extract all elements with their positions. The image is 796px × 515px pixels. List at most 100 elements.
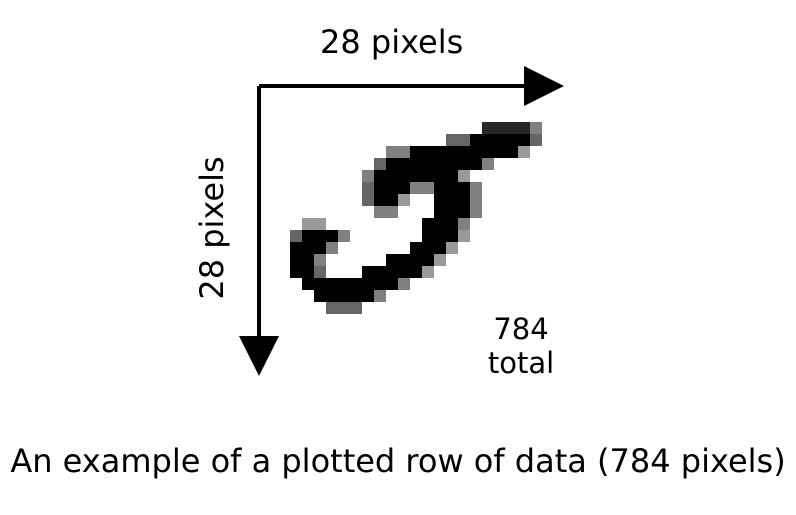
digit-pixel	[458, 182, 470, 194]
digit-pixel	[446, 146, 458, 158]
digit-pixel	[338, 290, 350, 302]
digit-pixel	[386, 146, 398, 158]
digit-pixel	[314, 278, 326, 290]
digit-pixel	[362, 278, 374, 290]
digit-pixel	[290, 230, 302, 242]
digit-pixel	[422, 254, 434, 266]
digit-pixel	[482, 122, 494, 134]
digit-pixel	[530, 134, 542, 146]
digit-pixel	[482, 134, 494, 146]
digit-pixel	[506, 134, 518, 146]
digit-pixel	[410, 266, 422, 278]
digit-pixel	[506, 146, 518, 158]
digit-pixel	[458, 146, 470, 158]
digit-pixel	[458, 134, 470, 146]
digit-pixel	[470, 158, 482, 170]
digit-pixel	[398, 182, 410, 194]
digit-pixel	[302, 266, 314, 278]
digit-pixel	[494, 146, 506, 158]
digit-pixel	[386, 254, 398, 266]
digit-pixel	[386, 194, 398, 206]
digit-pixel	[422, 146, 434, 158]
digit-pixel	[410, 242, 422, 254]
digit-pixel	[458, 194, 470, 206]
digit-pixel	[422, 242, 434, 254]
digit-pixel	[482, 158, 494, 170]
digit-pixel	[290, 242, 302, 254]
digit-pixel	[326, 302, 338, 314]
digit-pixel	[314, 242, 326, 254]
digit-pixel	[302, 278, 314, 290]
figure-caption: An example of a plotted row of data (784…	[10, 442, 786, 480]
digit-pixel	[434, 170, 446, 182]
digit-pixel	[518, 134, 530, 146]
digit-pixel	[362, 266, 374, 278]
digit-pixel	[470, 206, 482, 218]
digit-pixel	[410, 182, 422, 194]
digit-pixel	[422, 266, 434, 278]
digit-pixel	[290, 254, 302, 266]
digit-pixel	[386, 266, 398, 278]
digit-pixel	[350, 302, 362, 314]
digit-pixel	[470, 146, 482, 158]
digit-pixel	[434, 254, 446, 266]
digit-pixel	[314, 266, 326, 278]
digit-pixel	[422, 182, 434, 194]
digit-pixel	[302, 218, 314, 230]
digit-pixel	[374, 170, 386, 182]
digit-pixel	[434, 230, 446, 242]
digit-pixel	[410, 158, 422, 170]
digit-pixel	[446, 182, 458, 194]
top-axis-label: 28 pixels	[320, 23, 464, 61]
digit-pixel	[302, 230, 314, 242]
digit-pixel	[446, 230, 458, 242]
digit-pixel	[362, 170, 374, 182]
digit-pixel	[398, 158, 410, 170]
digit-pixel	[338, 278, 350, 290]
digit-pixel	[398, 170, 410, 182]
digit-pixel	[302, 242, 314, 254]
digit-pixel	[470, 194, 482, 206]
digit-pixel	[434, 242, 446, 254]
digit-pixel	[290, 266, 302, 278]
digit-pixel	[458, 158, 470, 170]
digit-pixel	[446, 134, 458, 146]
digit-pixel	[398, 266, 410, 278]
digit-pixel	[446, 206, 458, 218]
digit-pixel	[326, 242, 338, 254]
total-count-label: 784 total	[476, 312, 566, 380]
digit-pixel	[482, 146, 494, 158]
digit-pixel	[434, 182, 446, 194]
digit-pixel	[314, 218, 326, 230]
digit-pixel	[422, 218, 434, 230]
digit-pixel	[374, 194, 386, 206]
digit-pixel	[410, 170, 422, 182]
digit-pixel	[458, 230, 470, 242]
digit-pixel	[434, 146, 446, 158]
digit-pixel	[410, 254, 422, 266]
digit-pixel	[374, 158, 386, 170]
digit-pixel	[470, 182, 482, 194]
total-count-number: 784	[493, 312, 549, 346]
digit-pixel	[398, 254, 410, 266]
digit-pixel	[446, 194, 458, 206]
digit-pixel	[302, 254, 314, 266]
digit-pixel	[470, 134, 482, 146]
digit-pixel	[386, 182, 398, 194]
digit-pixel	[434, 158, 446, 170]
digit-pixel	[494, 134, 506, 146]
digit-pixel	[458, 218, 470, 230]
digit-pixel	[374, 278, 386, 290]
digit-pixel	[350, 290, 362, 302]
digit-pixel	[434, 218, 446, 230]
digit-pixel	[458, 170, 470, 182]
digit-pixel	[362, 182, 374, 194]
digit-pixel	[398, 146, 410, 158]
digit-pixel	[386, 206, 398, 218]
digit-pixel	[434, 194, 446, 206]
digit-pixel	[422, 170, 434, 182]
digit-pixel	[458, 206, 470, 218]
digit-pixel	[422, 158, 434, 170]
digit-pixel	[386, 158, 398, 170]
